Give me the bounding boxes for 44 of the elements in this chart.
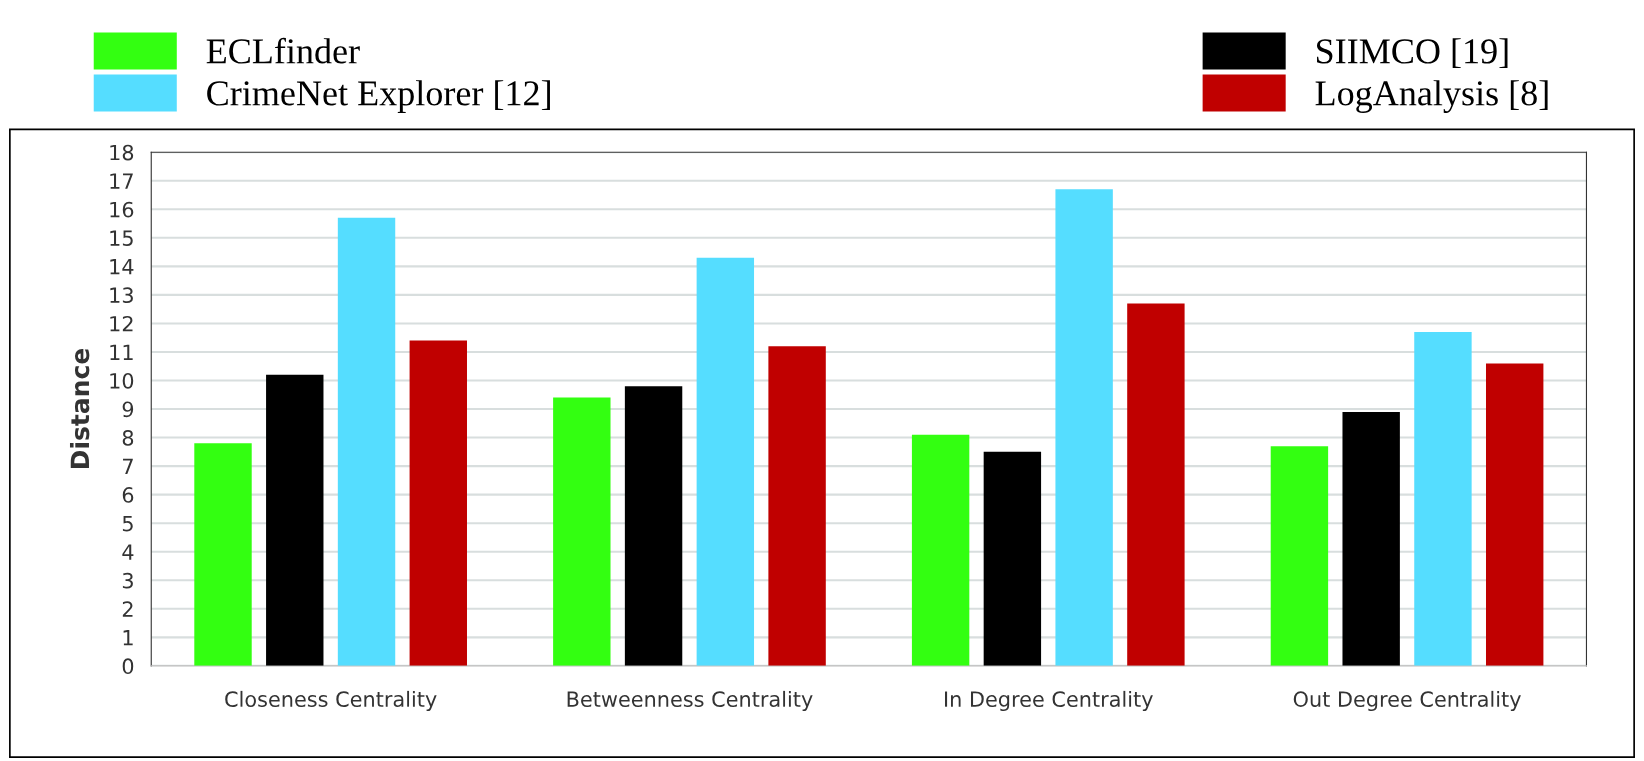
bar — [553, 397, 611, 666]
bar — [194, 443, 252, 666]
bar — [768, 346, 826, 666]
y-tick-label: 3 — [122, 572, 133, 589]
bar — [1270, 446, 1329, 666]
y-tick-label: 1 — [123, 630, 133, 646]
legend-label: ECLfinder — [206, 37, 360, 64]
y-tick-label: 18 — [110, 144, 134, 161]
x-tick-label: Out Degree Centrality — [1293, 690, 1521, 712]
y-tick-label: 9 — [122, 401, 134, 418]
x-tick-label: Betweenness Centrality — [567, 690, 813, 712]
y-tick-label: 2 — [122, 601, 133, 617]
y-tick-label: 10 — [110, 372, 134, 389]
y-tick-label: 16 — [110, 201, 134, 218]
bar — [337, 217, 396, 666]
bar — [1127, 303, 1185, 666]
legend-label: SIIMCO [19] — [1316, 38, 1508, 69]
x-tick-label: In Degree Centrality — [945, 690, 1153, 712]
bar — [696, 257, 755, 666]
y-tick-label: 12 — [110, 315, 133, 332]
y-tick-label: 6 — [122, 487, 134, 503]
bar — [1414, 331, 1472, 666]
y-tick-label: 11 — [110, 344, 133, 360]
bar — [409, 340, 467, 666]
bar — [266, 374, 324, 666]
bar — [911, 434, 970, 666]
y-axis-title: Distance — [69, 348, 90, 469]
legend-label: LogAnalysis [8] — [1315, 80, 1548, 113]
y-tick-label: 4 — [122, 544, 134, 560]
bar — [1055, 189, 1113, 666]
bar — [1486, 363, 1544, 666]
y-tick-label: 17 — [110, 173, 133, 189]
bar — [983, 451, 1042, 666]
legend-label: CrimeNet Explorer [12] — [207, 80, 550, 113]
y-tick-label: 7 — [123, 458, 133, 475]
y-tick-label: 0 — [122, 658, 134, 675]
bar — [1342, 411, 1400, 666]
bar — [624, 386, 683, 666]
x-tick-label: Closeness Centrality — [225, 690, 437, 712]
y-tick-label: 15 — [110, 230, 133, 247]
y-tick-label: 8 — [122, 430, 134, 446]
y-tick-label: 5 — [122, 515, 133, 532]
y-tick-label: 13 — [110, 287, 133, 304]
y-tick-label: 14 — [110, 259, 134, 275]
